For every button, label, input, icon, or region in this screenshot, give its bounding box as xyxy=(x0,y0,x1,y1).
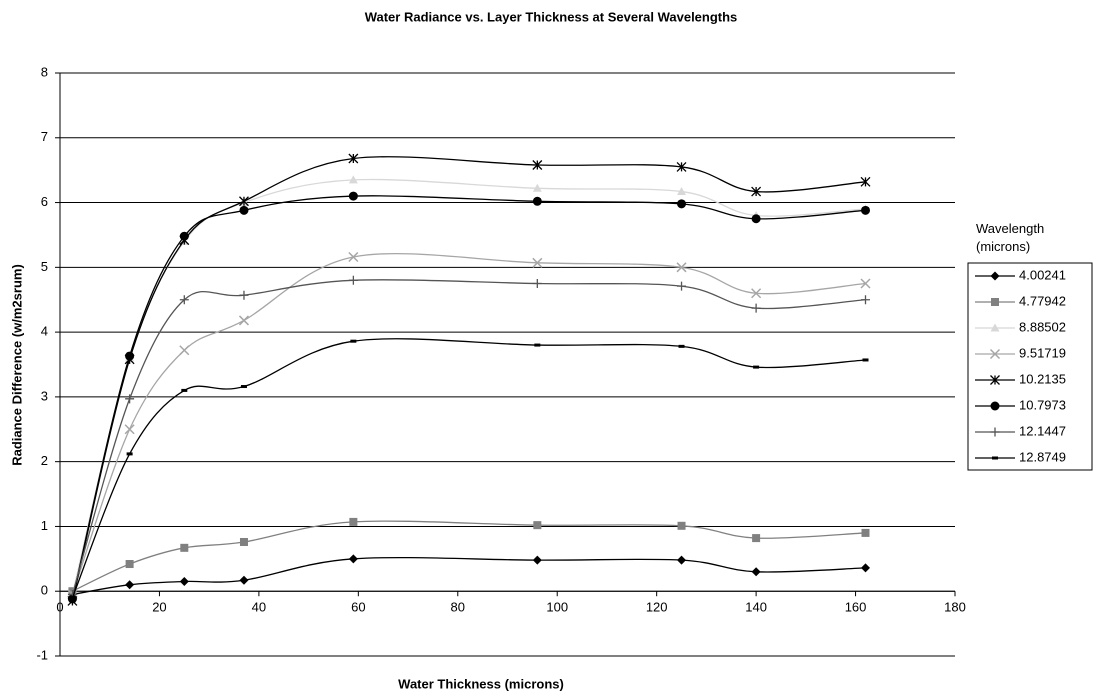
y-tick-label: 6 xyxy=(41,194,48,209)
marker xyxy=(676,161,687,172)
x-tick-label: 160 xyxy=(845,600,867,615)
marker xyxy=(751,567,761,577)
x-tick-label: 20 xyxy=(152,600,166,615)
marker xyxy=(349,517,358,526)
series-line xyxy=(72,520,866,592)
series-line xyxy=(72,556,866,596)
legend-label: 4.00241 xyxy=(1019,267,1066,282)
marker xyxy=(532,160,543,170)
marker xyxy=(125,580,135,590)
legend-marker xyxy=(990,401,1000,411)
legend-marker xyxy=(989,348,1001,360)
legend-marker xyxy=(991,298,999,306)
marker xyxy=(533,521,542,530)
marker xyxy=(239,196,249,207)
y-tick-label: 4 xyxy=(41,324,48,339)
y-tick-label: 2 xyxy=(41,453,48,468)
chart-title: Water Radiance vs. Layer Thickness at Se… xyxy=(365,9,738,24)
series-line xyxy=(71,252,866,595)
y-tick-label: -1 xyxy=(36,647,48,662)
y-tick-label: 3 xyxy=(41,388,48,403)
marker xyxy=(348,191,358,201)
x-tick-label: 180 xyxy=(944,600,966,615)
y-tick-label: 7 xyxy=(41,129,48,144)
legend-title: Wavelength (microns) xyxy=(976,221,1045,254)
legend-marker xyxy=(990,427,1000,437)
legend-marker xyxy=(990,375,1000,385)
y-tick-label: 0 xyxy=(41,583,48,598)
x-tick-label: 60 xyxy=(351,600,365,615)
legend-label: 9.51719 xyxy=(1019,345,1066,360)
x-tick-label: 40 xyxy=(252,600,266,615)
marker xyxy=(751,303,761,313)
marker xyxy=(239,537,248,546)
marker xyxy=(532,555,542,565)
legend-marker xyxy=(990,323,1000,332)
marker xyxy=(752,534,761,543)
marker xyxy=(124,424,135,435)
legend-label: 8.88502 xyxy=(1019,319,1066,334)
marker xyxy=(861,563,870,573)
marker xyxy=(348,251,359,262)
marker xyxy=(860,278,871,289)
marker xyxy=(751,186,762,197)
x-tick-label: 140 xyxy=(745,600,767,615)
marker xyxy=(239,290,249,300)
marker xyxy=(751,288,762,299)
marker xyxy=(861,295,870,305)
marker xyxy=(677,555,687,565)
series-line xyxy=(71,195,866,600)
x-axis-title: Water Thickness (microns) xyxy=(398,676,564,691)
marker xyxy=(751,214,761,224)
marker xyxy=(677,187,687,196)
marker xyxy=(238,315,250,326)
marker xyxy=(179,345,190,356)
marker xyxy=(861,528,870,537)
marker xyxy=(532,257,543,268)
marker xyxy=(677,281,687,291)
series-line xyxy=(71,156,866,602)
marker xyxy=(348,275,358,285)
marker xyxy=(125,560,134,569)
marker xyxy=(677,199,687,209)
marker xyxy=(532,183,542,192)
marker xyxy=(348,554,358,564)
legend-label: 10.7973 xyxy=(1019,397,1066,412)
marker xyxy=(348,175,358,184)
y-tick-label: 1 xyxy=(41,518,48,533)
marker xyxy=(861,205,870,215)
series-line xyxy=(71,338,866,598)
legend-label: 4.77942 xyxy=(1019,293,1066,308)
y-tick-label: 5 xyxy=(41,259,48,274)
legend-label: 12.8749 xyxy=(1019,449,1066,464)
marker xyxy=(860,176,871,187)
y-axis-title: Radiance Difference (w/m2srum) xyxy=(9,264,24,466)
marker xyxy=(676,262,687,273)
marker xyxy=(125,394,135,404)
marker xyxy=(532,196,542,206)
legend-label: 10.2135 xyxy=(1019,371,1066,386)
legend-marker xyxy=(990,271,1000,281)
marker xyxy=(239,575,249,585)
legend-label: 12.1447 xyxy=(1019,423,1066,438)
marker xyxy=(179,231,189,241)
marker xyxy=(180,543,189,552)
x-tick-label: 80 xyxy=(451,600,465,615)
marker xyxy=(125,351,135,361)
x-tick-label: 120 xyxy=(646,600,668,615)
y-tick-label: 8 xyxy=(41,64,48,79)
marker xyxy=(179,295,189,305)
marker xyxy=(348,153,359,164)
marker xyxy=(677,521,686,530)
marker xyxy=(239,205,249,215)
marker xyxy=(179,577,189,587)
x-tick-label: 100 xyxy=(546,600,568,615)
legend-box xyxy=(967,262,1093,471)
marker xyxy=(532,279,542,289)
